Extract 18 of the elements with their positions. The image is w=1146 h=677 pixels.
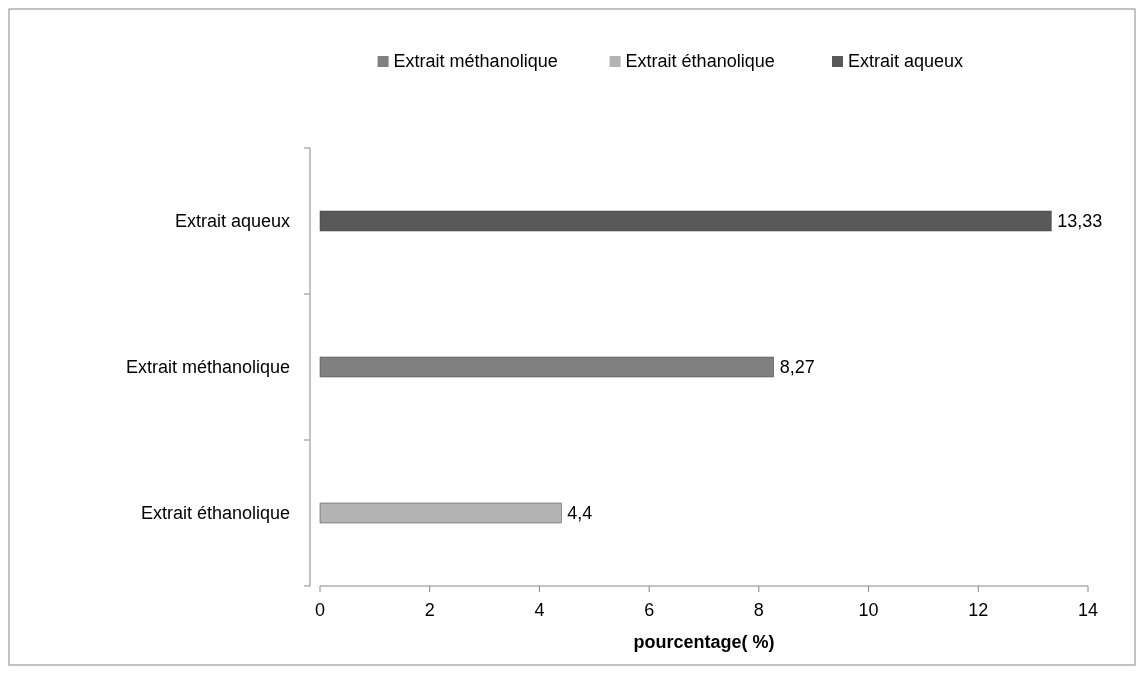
x-axis-title: pourcentage( %)	[633, 632, 775, 652]
x-tick-label: 12	[968, 600, 989, 620]
data-label: 8,27	[779, 357, 815, 377]
y-tick-label: Extrait aqueux	[174, 211, 290, 231]
data-label: 13,33	[1057, 211, 1103, 231]
x-tick-label: 2	[424, 600, 435, 620]
x-tick-label: 8	[753, 600, 764, 620]
data-label: 4,4	[567, 503, 593, 523]
legend-label: Extrait méthanolique	[393, 51, 558, 71]
x-tick-label: 0	[314, 600, 326, 620]
legend-label: Extrait éthanolique	[625, 51, 775, 71]
y-tick-label: Extrait méthanolique	[125, 357, 290, 377]
y-tick-label: Extrait éthanolique	[140, 503, 290, 523]
x-tick-label: 14	[1077, 600, 1099, 620]
x-tick-label: 6	[644, 600, 655, 620]
x-tick-label: 4	[534, 600, 545, 620]
legend-label: Extrait aqueux	[848, 51, 964, 71]
x-tick-label: 10	[858, 600, 879, 620]
